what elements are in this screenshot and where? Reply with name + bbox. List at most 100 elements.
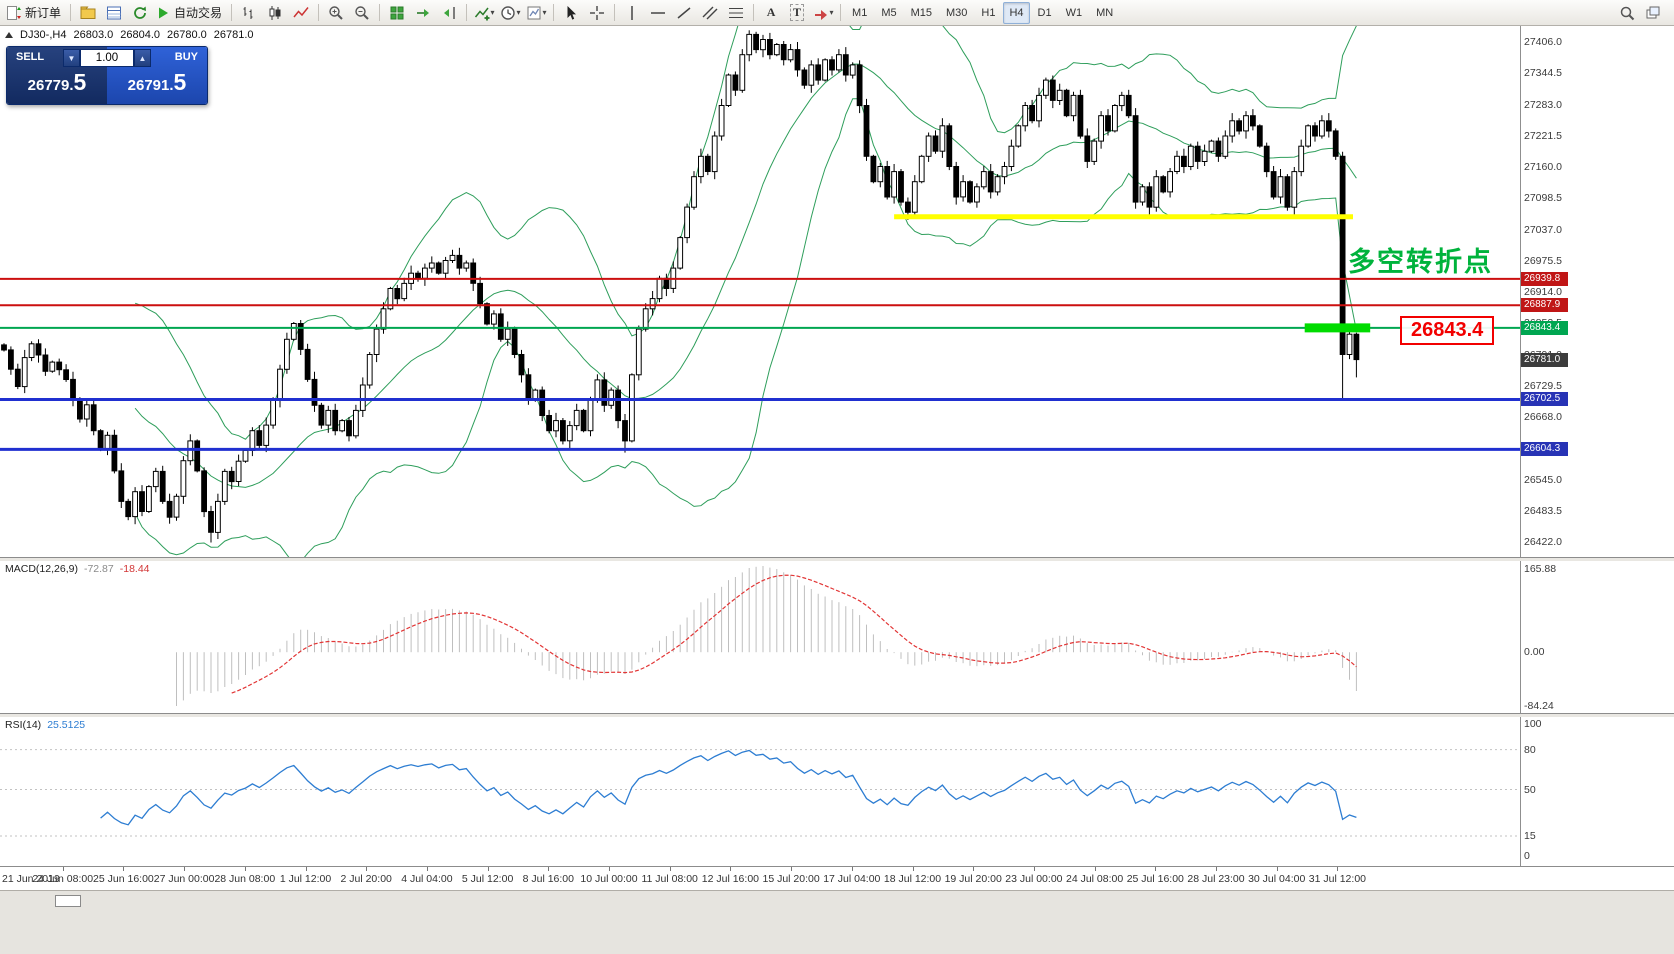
timeframe-button-m1[interactable]: M1 xyxy=(852,6,868,19)
time-axis-label: 17 Jul 04:00 xyxy=(823,873,881,885)
templates-button[interactable]: ▾ xyxy=(524,1,548,25)
time-axis-tick xyxy=(669,867,671,871)
price-axis-label: 27037.0 xyxy=(1524,223,1562,236)
arrow-shape-icon xyxy=(814,9,827,20)
auto-scroll-button[interactable] xyxy=(411,1,435,25)
time-axis-label: 18 Jul 12:00 xyxy=(883,873,942,885)
price-line-badge: 26887.9 xyxy=(1521,298,1568,313)
time-axis-tick xyxy=(1276,867,1278,871)
macd-chart[interactable] xyxy=(0,561,1520,713)
chevron-down-icon: ▾ xyxy=(542,8,547,17)
time-axis-label: 1 Jul 12:00 xyxy=(279,873,332,885)
channel-button[interactable] xyxy=(698,1,722,25)
price-axis-label: 27406.0 xyxy=(1524,36,1562,48)
rsi-scale-label: 15 xyxy=(1524,830,1536,843)
price-axis-label: 27221.5 xyxy=(1524,129,1562,142)
timeframe-button-mn[interactable]: MN xyxy=(1096,6,1114,19)
price-line-badge: 26843.4 xyxy=(1521,320,1568,335)
text-tool-button[interactable]: A xyxy=(759,1,783,25)
rsi-scale-label: 80 xyxy=(1524,743,1536,756)
chart-shift-icon xyxy=(444,6,455,19)
rsi-value: 25.5125 xyxy=(47,719,86,731)
time-axis-label: 28 Jul 23:00 xyxy=(1187,873,1245,885)
time-axis-label: 25 Jun 16:00 xyxy=(93,873,154,885)
chevron-down-icon: ▾ xyxy=(516,8,521,17)
timeframe-button-m5[interactable]: M5 xyxy=(881,6,897,19)
time-axis-tick xyxy=(973,867,975,871)
timeframe-button-w1[interactable]: W1 xyxy=(1065,6,1083,19)
time-axis-label: 2 Jul 20:00 xyxy=(340,873,392,885)
periods-button[interactable]: ▾ xyxy=(498,1,522,25)
arrows-button[interactable]: ▾ xyxy=(811,1,835,25)
timeframe-button-d1[interactable]: D1 xyxy=(1037,6,1052,19)
trendline-icon xyxy=(677,6,691,19)
crosshair-button[interactable] xyxy=(585,1,609,25)
timeframe-button-h4[interactable]: H4 xyxy=(1003,1,1030,24)
price-axis[interactable] xyxy=(1520,26,1674,890)
quick-nav-box[interactable] xyxy=(55,895,81,907)
crosshair-icon xyxy=(590,5,605,20)
lot-decrease-button[interactable]: ▼ xyxy=(63,49,80,67)
time-axis-label: 12 Jul 16:00 xyxy=(701,873,759,885)
refresh-button[interactable] xyxy=(128,1,152,25)
candlestick-chart[interactable] xyxy=(0,26,1520,557)
macd-scale-label: -84.24 xyxy=(1524,700,1554,712)
tile-windows-button[interactable] xyxy=(385,1,409,25)
time-axis-tick xyxy=(609,867,610,871)
timeframe-button-h1[interactable]: H1 xyxy=(981,6,996,19)
candlestick-chart-button[interactable] xyxy=(263,1,287,25)
toolbar-separator xyxy=(70,4,72,21)
panel-resize-separator[interactable] xyxy=(0,713,1674,717)
price-axis-label: 27098.5 xyxy=(1524,192,1562,205)
vertical-line-icon xyxy=(631,5,633,20)
time-axis-tick xyxy=(730,867,732,871)
timeframe-button-m15[interactable]: M15 xyxy=(910,6,932,19)
time-axis[interactable]: 21 Jun 2019 24 Jun 08:00 25 Jun 16:00 27 Ju… xyxy=(0,866,1674,890)
toolbar-separator xyxy=(318,4,320,21)
market-watch-button[interactable] xyxy=(102,1,126,25)
chart-shift-button[interactable] xyxy=(437,1,461,25)
macd-scale-label: 165.88 xyxy=(1524,563,1557,575)
new-order-icon xyxy=(7,5,21,20)
time-axis-label: 25 Jul 16:00 xyxy=(1126,873,1184,885)
chevron-down-icon: ▾ xyxy=(490,8,495,17)
search-button[interactable] xyxy=(1615,1,1639,25)
toolbar-separator xyxy=(753,4,755,21)
text-label-button[interactable]: T xyxy=(785,1,809,25)
main-toolbar: 新订单 自动交易 ▾ ▾ ▾ A T xyxy=(0,0,1674,26)
time-axis-tick xyxy=(1216,867,1217,871)
timeframe-button-m30[interactable]: M30 xyxy=(946,6,968,19)
new-order-button[interactable]: 新订单 xyxy=(5,1,65,25)
lot-increase-button[interactable]: ▲ xyxy=(134,49,151,67)
fibonacci-button[interactable] xyxy=(724,1,748,25)
zoom-in-button[interactable] xyxy=(324,1,348,25)
vertical-line-button[interactable] xyxy=(620,1,644,25)
chart-symbol-label: DJ30-,H4 xyxy=(20,29,67,41)
bar-high-value: 26804.0 xyxy=(120,29,160,41)
windows-button[interactable] xyxy=(1641,1,1665,25)
indicators-button[interactable]: ▾ xyxy=(472,1,496,25)
toolbar-separator xyxy=(840,4,842,21)
bar-chart-button[interactable] xyxy=(237,1,261,25)
horizontal-line-button[interactable] xyxy=(646,1,670,25)
time-axis-label: 11 Jul 08:00 xyxy=(641,873,698,885)
panel-resize-separator[interactable] xyxy=(0,557,1674,561)
price-line-badge: 26939.8 xyxy=(1521,271,1568,286)
time-axis-label: 21 Jun 2019 xyxy=(2,873,60,885)
cursor-button[interactable] xyxy=(559,1,583,25)
time-axis-label: 27 Jun 00:00 xyxy=(153,873,215,885)
trendline-button[interactable] xyxy=(672,1,696,25)
lot-size-input[interactable]: 1.00 xyxy=(80,49,134,67)
time-axis-label: 31 Jul 12:00 xyxy=(1308,873,1366,885)
zoom-out-button[interactable] xyxy=(350,1,374,25)
autotrading-label: 自动交易 xyxy=(174,6,223,20)
line-chart-button[interactable] xyxy=(289,1,313,25)
price-axis-label: 26545.0 xyxy=(1524,473,1562,486)
time-axis-label: 15 Jul 20:00 xyxy=(762,873,820,885)
price-axis-label: 27283.0 xyxy=(1524,98,1562,111)
autotrading-button[interactable]: 自动交易 xyxy=(154,1,226,25)
rsi-chart[interactable] xyxy=(0,717,1520,866)
price-level-annotation[interactable]: 26843.4 xyxy=(1400,316,1495,345)
turning-point-annotation[interactable]: 多空转折点 xyxy=(1348,247,1493,277)
profiles-button[interactable] xyxy=(76,1,100,25)
